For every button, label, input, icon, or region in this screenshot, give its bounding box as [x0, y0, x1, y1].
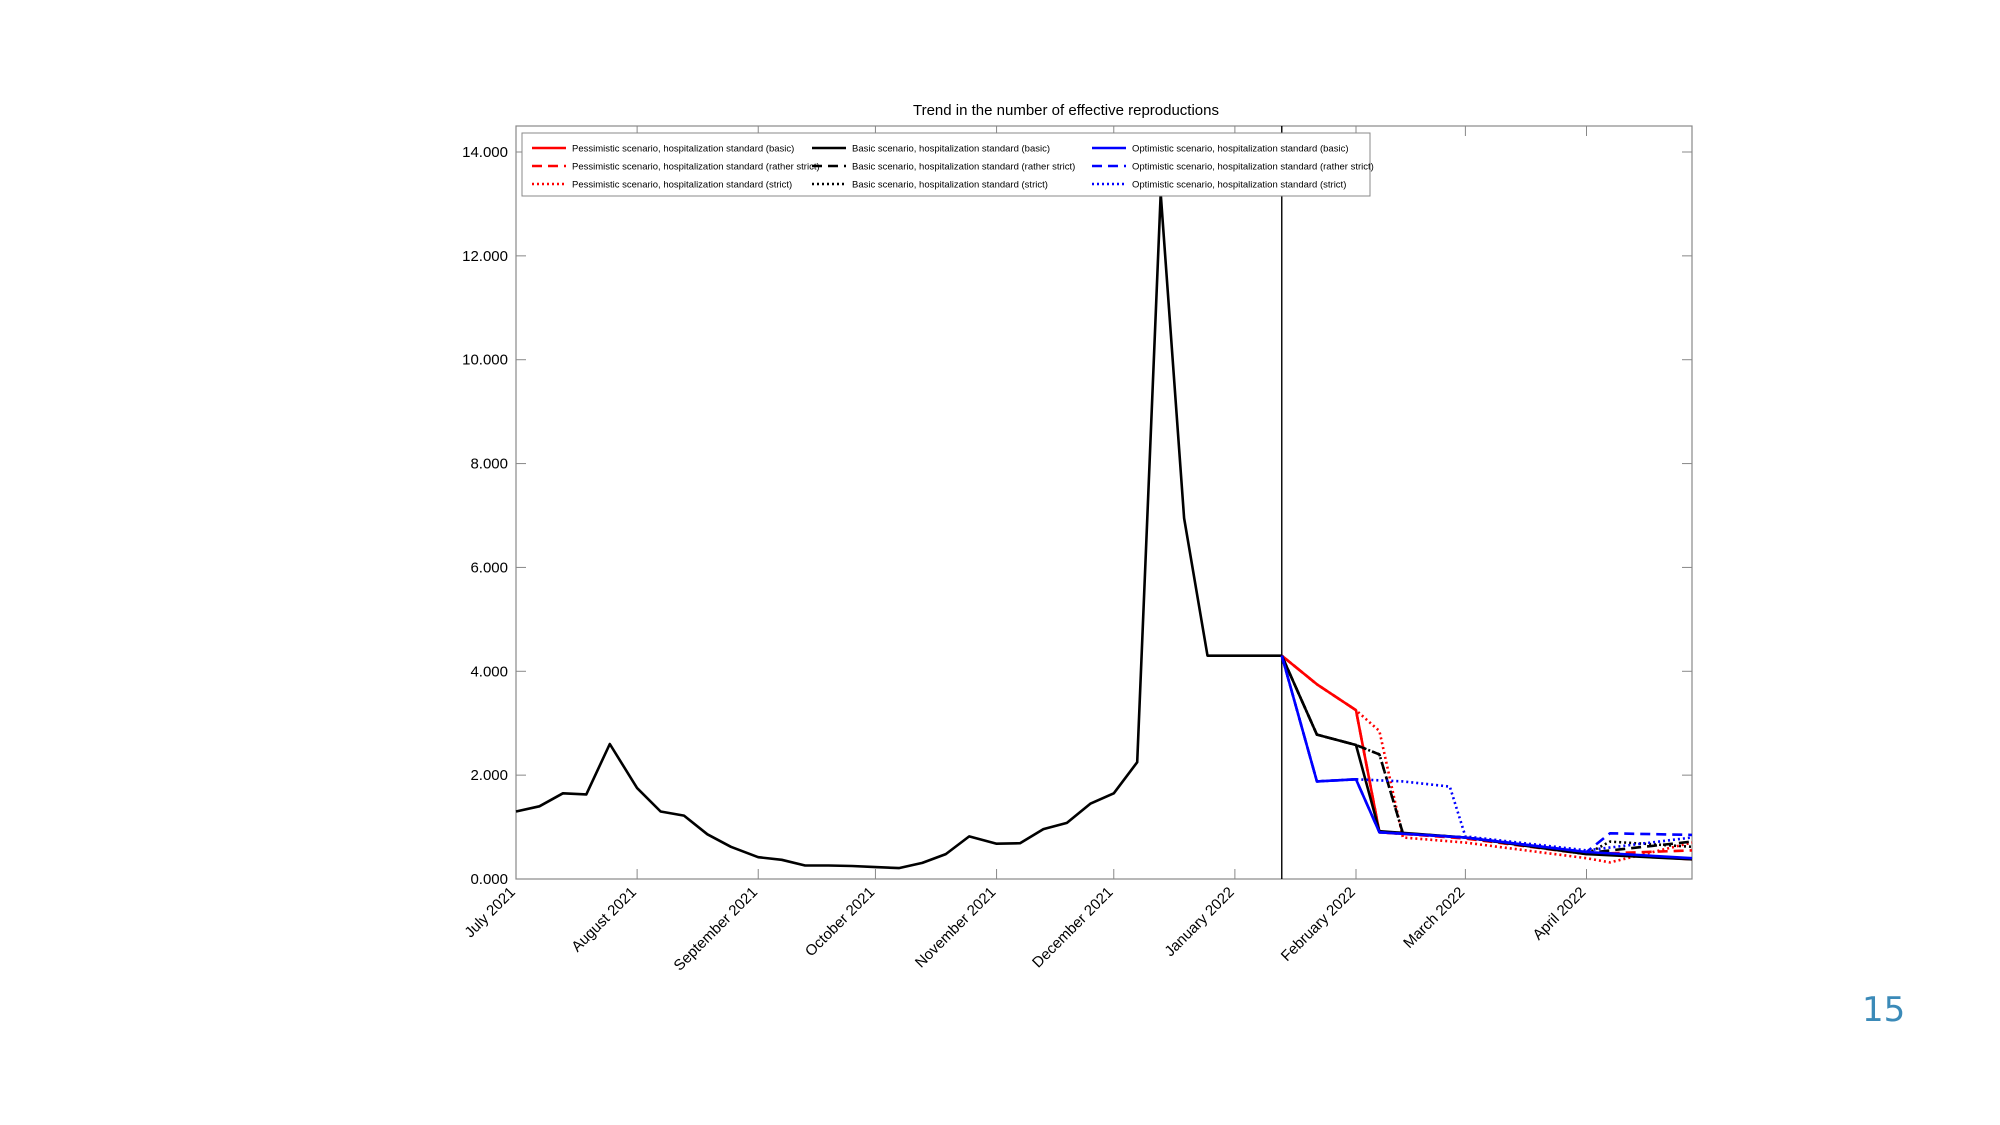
legend-label: Pessimistic scenario, hospitalization st… — [572, 162, 820, 173]
y-tick-label: 2.000 — [470, 767, 508, 784]
legend-label: Basic scenario, hospitalization standard… — [852, 162, 1075, 173]
legend-box — [521, 132, 1371, 197]
y-tick-label: 14.000 — [462, 144, 508, 161]
y-tick-label: 4.000 — [470, 663, 508, 680]
legend-label: Pessimistic scenario, hospitalization st… — [572, 144, 794, 155]
series-line-pessimistic-basic — [1280, 654, 1693, 861]
series-line-optimistic-basic — [1280, 655, 1693, 860]
y-axis: 0.000 2.000 4.000 6.000 8.000 10.000 12.000 14.… — [462, 144, 1692, 888]
series-line-basic-strict — [1280, 655, 1693, 856]
series-line-historical — [515, 192, 1282, 870]
x-tick-label: November 2021 — [912, 884, 999, 971]
series-line-optimistic-rather-strict — [1280, 655, 1693, 854]
x-tick-label: August 2021 — [568, 884, 640, 956]
legend-label: Optimistic scenario, hospitalization sta… — [1132, 180, 1346, 191]
series-line-pessimistic-rather-strict — [1280, 654, 1693, 856]
x-tick-label: July 2021 — [461, 884, 518, 941]
series-layer — [515, 126, 1693, 879]
chart-title: Trend in the number of effective reprodu… — [913, 102, 1219, 119]
x-tick-label: March 2022 — [1400, 884, 1468, 952]
x-tick-label: December 2021 — [1029, 884, 1116, 971]
x-tick-label: September 2021 — [671, 884, 761, 974]
series-line-basic-rather-strict — [1280, 655, 1693, 855]
y-tick-label: 6.000 — [470, 559, 508, 576]
plot-frame — [515, 125, 1693, 880]
x-axis: July 2021 August 2021 September 2021 Octobe… — [461, 126, 1589, 974]
y-tick-label: 8.000 — [470, 456, 508, 473]
legend-label: Optimistic scenario, hospitalization sta… — [1132, 162, 1374, 173]
series-line-pessimistic-strict — [1280, 654, 1693, 864]
legend-label: Basic scenario, hospitalization standard… — [852, 144, 1050, 155]
page-number: 15 — [1862, 990, 1906, 1030]
legend-label: Pessimistic scenario, hospitalization st… — [572, 180, 792, 191]
legend-label: Optimistic scenario, hospitalization sta… — [1132, 144, 1348, 155]
x-tick-label: February 2022 — [1278, 884, 1359, 965]
series-line-basic-basic — [1280, 655, 1693, 861]
x-tick-label: April 2022 — [1530, 884, 1590, 944]
x-tick-label: January 2022 — [1161, 884, 1237, 960]
y-tick-label: 10.000 — [462, 352, 508, 369]
y-tick-label: 0.000 — [470, 871, 508, 888]
legend-label: Basic scenario, hospitalization standard… — [852, 180, 1048, 191]
y-tick-label: 12.000 — [462, 248, 508, 265]
series-line-optimistic-strict — [1280, 655, 1693, 852]
x-tick-label: October 2021 — [802, 884, 878, 960]
legend: Pessimistic scenario, hospitalization st… — [521, 132, 1374, 197]
